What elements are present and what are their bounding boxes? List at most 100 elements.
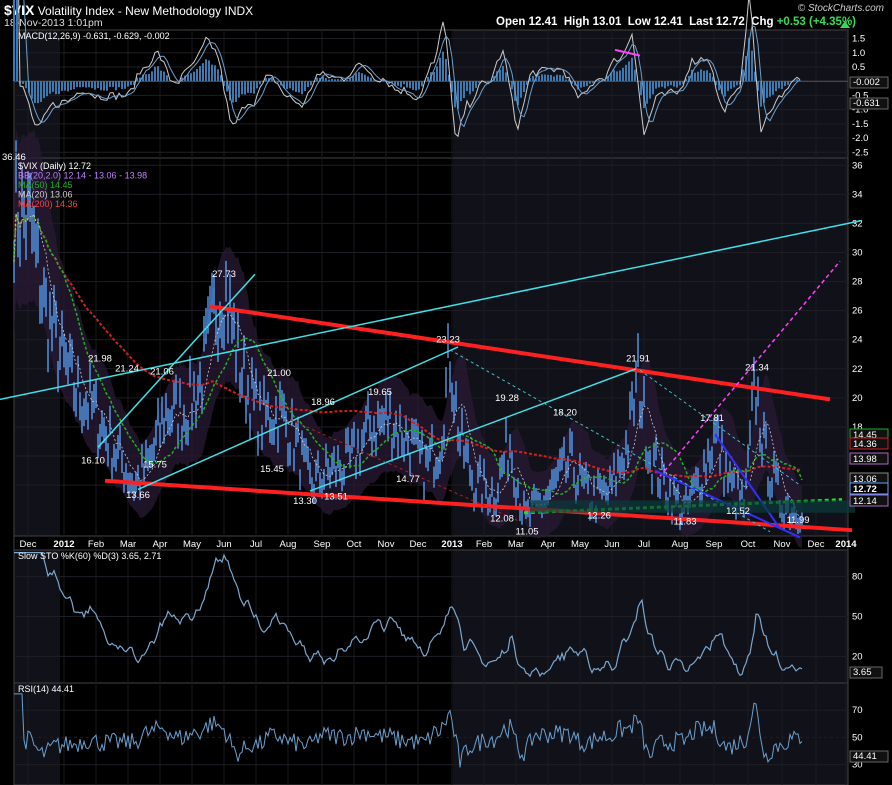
x-tick-label: Nov: [774, 539, 791, 550]
price-annotation: 23.23: [436, 335, 460, 346]
ma50-line: [13, 213, 803, 496]
price-right-label: 14.36: [853, 439, 877, 450]
ma20-line: [13, 213, 803, 518]
x-tick-label: Sep: [314, 539, 331, 550]
price-annotation: 13.51: [324, 492, 348, 503]
price-annotation: 15.45: [260, 464, 284, 475]
x-tick-label: Jun: [216, 539, 231, 550]
x-tick-label: Apr: [541, 539, 556, 550]
sto-line: [14, 552, 803, 678]
macd-y-tick: 0.5: [852, 62, 865, 73]
price-y-tick: 24: [852, 335, 863, 346]
up-triangle-icon: [840, 21, 850, 28]
x-tick-label: Nov: [378, 539, 395, 550]
x-tick-label: May: [183, 539, 201, 550]
low-value: 12.41: [653, 16, 683, 28]
brand-logo: © StockCharts.com: [797, 3, 884, 14]
price-y-tick: 28: [852, 277, 863, 288]
macd-y-tick: -1.5: [852, 119, 868, 130]
sto-last-value: 3.65: [853, 667, 872, 678]
price-legend: MA(200) 14.36: [18, 199, 78, 209]
support-zone: [530, 500, 855, 513]
price-right-label-box: [849, 494, 889, 507]
x-tick-label: Dec: [410, 539, 427, 550]
x-tick-label: Sep: [706, 539, 723, 550]
price-annotation: 19.65: [368, 387, 392, 398]
price-annotation: 12.52: [726, 506, 750, 517]
uptrend-line-1: [0, 219, 863, 401]
price-right-label: 14.45: [853, 430, 877, 441]
low-label: Low: [627, 16, 651, 28]
chart-date: 18-Nov-2013 1:01pm: [4, 17, 103, 29]
high-label: High: [563, 16, 590, 28]
price-right-label: 12.72: [853, 484, 877, 495]
price-annotation: 14.77: [396, 474, 420, 485]
price-annotation: 21.98: [88, 354, 112, 365]
price-annotation: 18.96: [311, 397, 335, 408]
macd-y-tick: -1.0: [852, 105, 868, 116]
rsi-y-tick: 30: [852, 760, 863, 771]
x-tick-label: 2014: [835, 539, 857, 550]
x-tick-label: 2012: [53, 539, 74, 550]
x-tick-label: Jul: [638, 539, 650, 550]
price-y-tick: 36: [852, 160, 863, 171]
sto-y-tick: 80: [852, 572, 863, 583]
open-label: Open: [496, 16, 526, 28]
chart-title: $VIX Volatility Index - New Methodology …: [4, 2, 253, 18]
price-annotation: 13.30: [293, 496, 317, 507]
price-y-tick: 34: [852, 189, 863, 200]
sto-last-box: [849, 666, 883, 679]
price-annotation: 21.91: [626, 354, 650, 365]
macd-last-value: -0.002: [853, 77, 880, 88]
rsi-legend: RSI(14) 44.41: [18, 684, 74, 694]
x-tick-label: Jun: [604, 539, 619, 550]
sto-y-tick: 50: [852, 612, 863, 623]
price-legend: MA(20) 13.06: [18, 190, 73, 200]
price-annotation: 11.83: [673, 516, 696, 527]
x-tick-label: Aug: [280, 539, 297, 550]
x-tick-label: Feb: [476, 539, 492, 550]
uptrend-line-2: [137, 346, 459, 491]
x-axis-strip: [13, 535, 849, 551]
uptrend-line-4: [97, 273, 256, 448]
rsi-line: [14, 693, 803, 768]
price-annotation: 19.28: [495, 393, 519, 404]
macd-line: [18, 0, 801, 138]
x-tick-label: Dec: [20, 539, 37, 550]
macd-y-tick: -2.5: [852, 147, 868, 158]
price-right-label-box: [849, 482, 889, 495]
support-channel-line: [104, 478, 853, 533]
price-annotation: 27.73: [212, 269, 236, 280]
price-top-value: 36.46: [2, 152, 26, 163]
bollinger-band: [14, 128, 802, 549]
rsi-y-tick: 70: [852, 705, 863, 716]
price-right-label-box: [849, 452, 889, 465]
price-annotation: 18.20: [553, 407, 577, 418]
chg-value: +0.53 (+4.35%): [776, 16, 856, 28]
high-value: 13.01: [592, 16, 622, 28]
panel-frame-rsi: [13, 682, 849, 785]
x-tick-label: May: [571, 539, 589, 550]
x-tick-label: Apr: [153, 539, 168, 550]
price-annotation: 11.99: [786, 515, 809, 526]
price-right-label: 13.06: [853, 474, 877, 485]
price-legend: $VIX (Daily) 12.72: [18, 161, 91, 171]
price-y-tick: 30: [852, 248, 863, 259]
macd-legend: MACD(12,26,9) -0.631, -0.629, -0.002: [18, 31, 170, 41]
price-annotation: 21.34: [745, 362, 769, 373]
chart-header: $VIX Volatility Index - New Methodology …: [0, 0, 892, 30]
price-right-label-box: [849, 437, 889, 450]
symbol-name: Volatility Index - New Methodology: [37, 4, 222, 18]
macd-y-tick: 1.5: [852, 34, 865, 45]
price-annotation: 21.24: [115, 364, 139, 375]
x-tick-label: Jul: [250, 539, 262, 550]
macd-y-tick: -2.0: [852, 133, 868, 144]
rsi-last-value: 44.41: [853, 751, 877, 762]
macd-last-box: [849, 97, 889, 110]
last-label: Last: [689, 16, 713, 28]
price-y-tick: 22: [852, 364, 863, 375]
open-value: 12.41: [528, 16, 558, 28]
macd-y-tick: 1.0: [852, 48, 865, 59]
price-annotation: 21.00: [267, 368, 291, 379]
